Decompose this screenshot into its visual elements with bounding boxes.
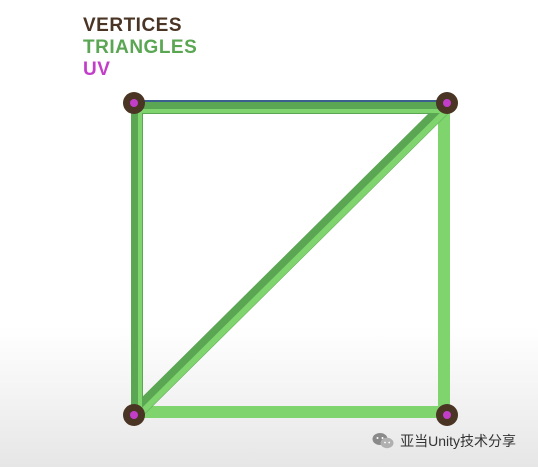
legend-uv: UV (83, 59, 111, 80)
vertex-bottom-right (436, 404, 458, 426)
uv-point-bottom-right (443, 411, 451, 419)
vertex-top-left (123, 92, 145, 114)
vertices (123, 92, 458, 426)
legend: VERTICES TRIANGLES UV (83, 15, 197, 81)
uv-point-top-right (443, 99, 451, 107)
uv-point-top-left (130, 99, 138, 107)
triangle-edge-diagonal-light (138, 108, 449, 416)
watermark: 亚当Unity技术分享 (372, 431, 516, 451)
triangle-edges (130, 101, 451, 419)
triangle-edge-diagonal-dark (130, 101, 451, 419)
watermark-text: 亚当Unity技术分享 (400, 433, 516, 449)
vertex-top-right (436, 92, 458, 114)
legend-triangles: TRIANGLES (83, 37, 198, 58)
vertex-bottom-left (123, 404, 145, 426)
legend-vertices: VERTICES (83, 15, 183, 36)
uv-point-bottom-left (130, 411, 138, 419)
wechat-icon (372, 433, 394, 449)
